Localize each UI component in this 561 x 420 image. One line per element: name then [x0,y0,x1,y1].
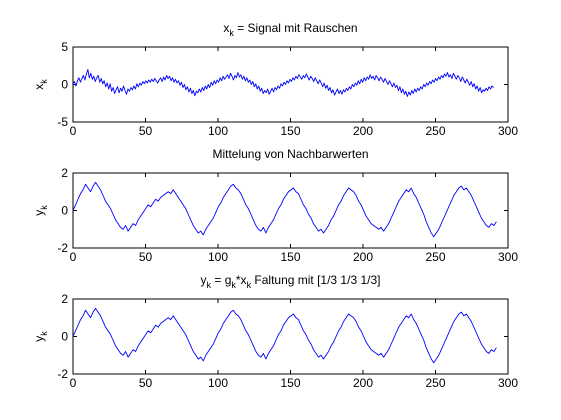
x-tick-label: 200 [353,376,373,390]
x-tick-label: 0 [70,250,77,264]
x-tick-label: 150 [280,250,300,264]
x-tick-label: 250 [425,250,445,264]
x-tick-label: 250 [425,124,445,138]
x-tick-label: 250 [425,376,445,390]
x-tick-label: 100 [208,376,228,390]
x-tick-label: 50 [139,250,153,264]
y-axis-label: xk [32,79,49,90]
axes-box [72,298,509,375]
y-tick-label: 0 [61,78,68,92]
x-tick-label: 300 [498,376,518,390]
chart-title: Mittelung von Nachbarwerten [212,147,368,161]
y-tick-label: 0 [61,330,68,344]
series-line [72,307,497,364]
chart-title: xk = Signal mit Rauschen [223,21,357,38]
x-tick-label: 0 [70,124,77,138]
x-tick-label: 200 [353,250,373,264]
x-tick-label: 300 [498,124,518,138]
x-tick-label: 150 [280,376,300,390]
series-line [72,181,497,238]
y-tick-label: 0 [61,204,68,218]
x-tick-label: 50 [139,376,153,390]
axes-box [72,172,509,249]
y-tick-label: -5 [57,115,68,129]
x-tick-label: 100 [208,124,228,138]
x-tick-label: 0 [70,376,77,390]
series-line [72,69,494,97]
y-tick-label: -2 [57,367,68,381]
x-tick-label: 200 [353,124,373,138]
y-tick-label: 5 [61,40,68,54]
x-tick-label: 150 [280,124,300,138]
chart-title: yk = gk*xk Faltung mit [1/3 1/3 1/3] [201,273,381,290]
x-tick-label: 100 [208,250,228,264]
y-tick-label: 2 [61,166,68,180]
y-tick-label: 2 [61,292,68,306]
y-tick-label: -2 [57,241,68,255]
axes-box [72,46,509,123]
x-tick-label: 50 [139,124,153,138]
x-tick-label: 300 [498,250,518,264]
y-axis-label: yk [32,331,49,342]
y-axis-label: yk [32,205,49,216]
